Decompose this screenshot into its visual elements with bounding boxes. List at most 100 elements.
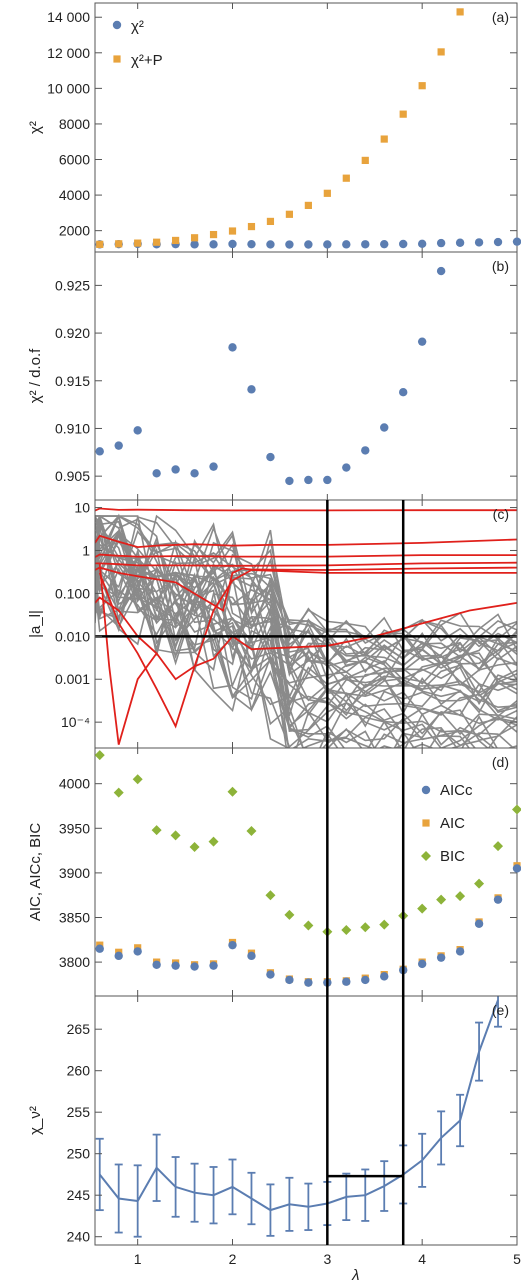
data-point — [341, 924, 352, 935]
data-point — [266, 217, 275, 226]
legend-marker — [112, 20, 122, 30]
y-tick-label: 3850 — [59, 909, 90, 925]
y-tick-label: 0.001 — [55, 671, 90, 687]
data-point — [228, 239, 237, 249]
panel-label: (d) — [492, 754, 509, 770]
data-point — [265, 890, 276, 901]
x-tick-label: 2 — [229, 1251, 237, 1267]
line-group — [95, 507, 517, 748]
y-tick-label: 3800 — [59, 954, 90, 970]
data-point — [134, 239, 142, 247]
data-point — [247, 239, 256, 249]
data-point — [304, 240, 313, 249]
gray-coefficient-line — [95, 515, 517, 652]
data-point — [380, 972, 389, 981]
y-tick-label: 250 — [67, 1146, 91, 1162]
data-point — [474, 238, 484, 247]
data-point — [436, 953, 446, 962]
data-point — [114, 441, 123, 450]
panel-label: (e) — [492, 1002, 509, 1018]
y-tick-label: 3900 — [59, 865, 90, 881]
legend-label: AIC — [440, 815, 465, 832]
data-point — [247, 951, 256, 961]
data-point — [455, 238, 465, 247]
data-point — [455, 947, 465, 956]
data-point — [304, 978, 313, 987]
data-point — [247, 385, 256, 394]
gray-coefficient-line — [95, 522, 517, 675]
data-point — [493, 237, 503, 247]
legend-label: χ² — [131, 18, 144, 35]
series-group — [95, 996, 503, 1238]
red-coefficient-line — [98, 569, 517, 729]
plot-frame — [94, 995, 518, 1246]
data-point — [342, 977, 351, 986]
y-tick-label: 0.925 — [55, 277, 90, 293]
data-point — [380, 423, 389, 432]
data-point — [342, 240, 351, 249]
data-point — [285, 240, 294, 249]
red-coefficient-line — [95, 534, 517, 549]
data-point — [417, 903, 428, 914]
data-point — [417, 959, 427, 969]
plot-frame — [94, 251, 518, 501]
data-point — [152, 469, 161, 478]
data-point — [266, 452, 275, 462]
data-point — [342, 174, 350, 182]
data-point — [266, 970, 275, 979]
data-point — [266, 240, 275, 249]
data-point — [417, 337, 427, 346]
y-tick-label: 0.010 — [55, 628, 90, 644]
data-point — [380, 135, 388, 143]
data-point — [115, 240, 123, 248]
gray-coefficient-line — [95, 515, 517, 688]
panel-e: 240 245 250 255 260 265 (e) 1 2 3 4 5 λ χ_ν² — [27, 995, 521, 1284]
data-point — [189, 842, 200, 853]
data-point — [304, 475, 313, 485]
data-point — [417, 239, 427, 249]
y-axis-label: χ_ν² — [27, 1106, 44, 1135]
data-point — [246, 825, 257, 836]
data-point — [361, 156, 369, 165]
data-point — [133, 947, 142, 956]
data-point — [190, 234, 199, 242]
y-tick-label: 8000 — [59, 116, 90, 132]
y-tick-label: 0.915 — [55, 373, 90, 389]
data-point — [228, 940, 237, 950]
data-point — [303, 920, 314, 931]
data-point — [493, 841, 504, 852]
data-point — [493, 895, 503, 904]
data-point — [361, 240, 370, 249]
data-point — [399, 239, 408, 249]
y-tick-label: 3950 — [59, 820, 90, 836]
y-tick-label: 6000 — [59, 152, 90, 168]
data-point — [227, 786, 238, 797]
y-axis-label: χ² — [27, 121, 44, 134]
panel-label: (b) — [492, 258, 509, 274]
panel-b: 0.905 0.910 0.915 0.920 0.925 (b) χ² / d.o.f — [27, 251, 518, 501]
y-axis-label: |a_l| — [27, 610, 44, 638]
legend-marker — [421, 851, 431, 861]
legend-label: χ²+P — [131, 52, 163, 69]
gray-coefficient-line — [95, 570, 517, 717]
data-point — [190, 240, 199, 249]
data-point — [379, 919, 390, 930]
data-point — [228, 343, 237, 352]
data-point — [512, 864, 521, 873]
y-axis-label: χ² / d.o.f — [27, 348, 44, 403]
data-point — [171, 961, 180, 970]
data-point — [133, 426, 142, 435]
data-point — [437, 48, 445, 56]
legend-label: BIC — [440, 848, 465, 865]
panel-label: (a) — [492, 9, 509, 25]
gray-coefficient-line — [95, 555, 517, 728]
panel-label: (c) — [493, 506, 509, 522]
data-point — [285, 476, 294, 486]
panel-d: 3800 3850 3900 3950 4000 (d) AICc AIC BIC AIC, AI… — [27, 747, 521, 997]
legend-marker — [422, 819, 430, 827]
y-tick-label: 240 — [67, 1229, 91, 1245]
y-tick-label: 0.905 — [55, 468, 90, 484]
data-point — [285, 975, 294, 985]
data-point — [209, 961, 218, 970]
data-point — [456, 8, 464, 16]
